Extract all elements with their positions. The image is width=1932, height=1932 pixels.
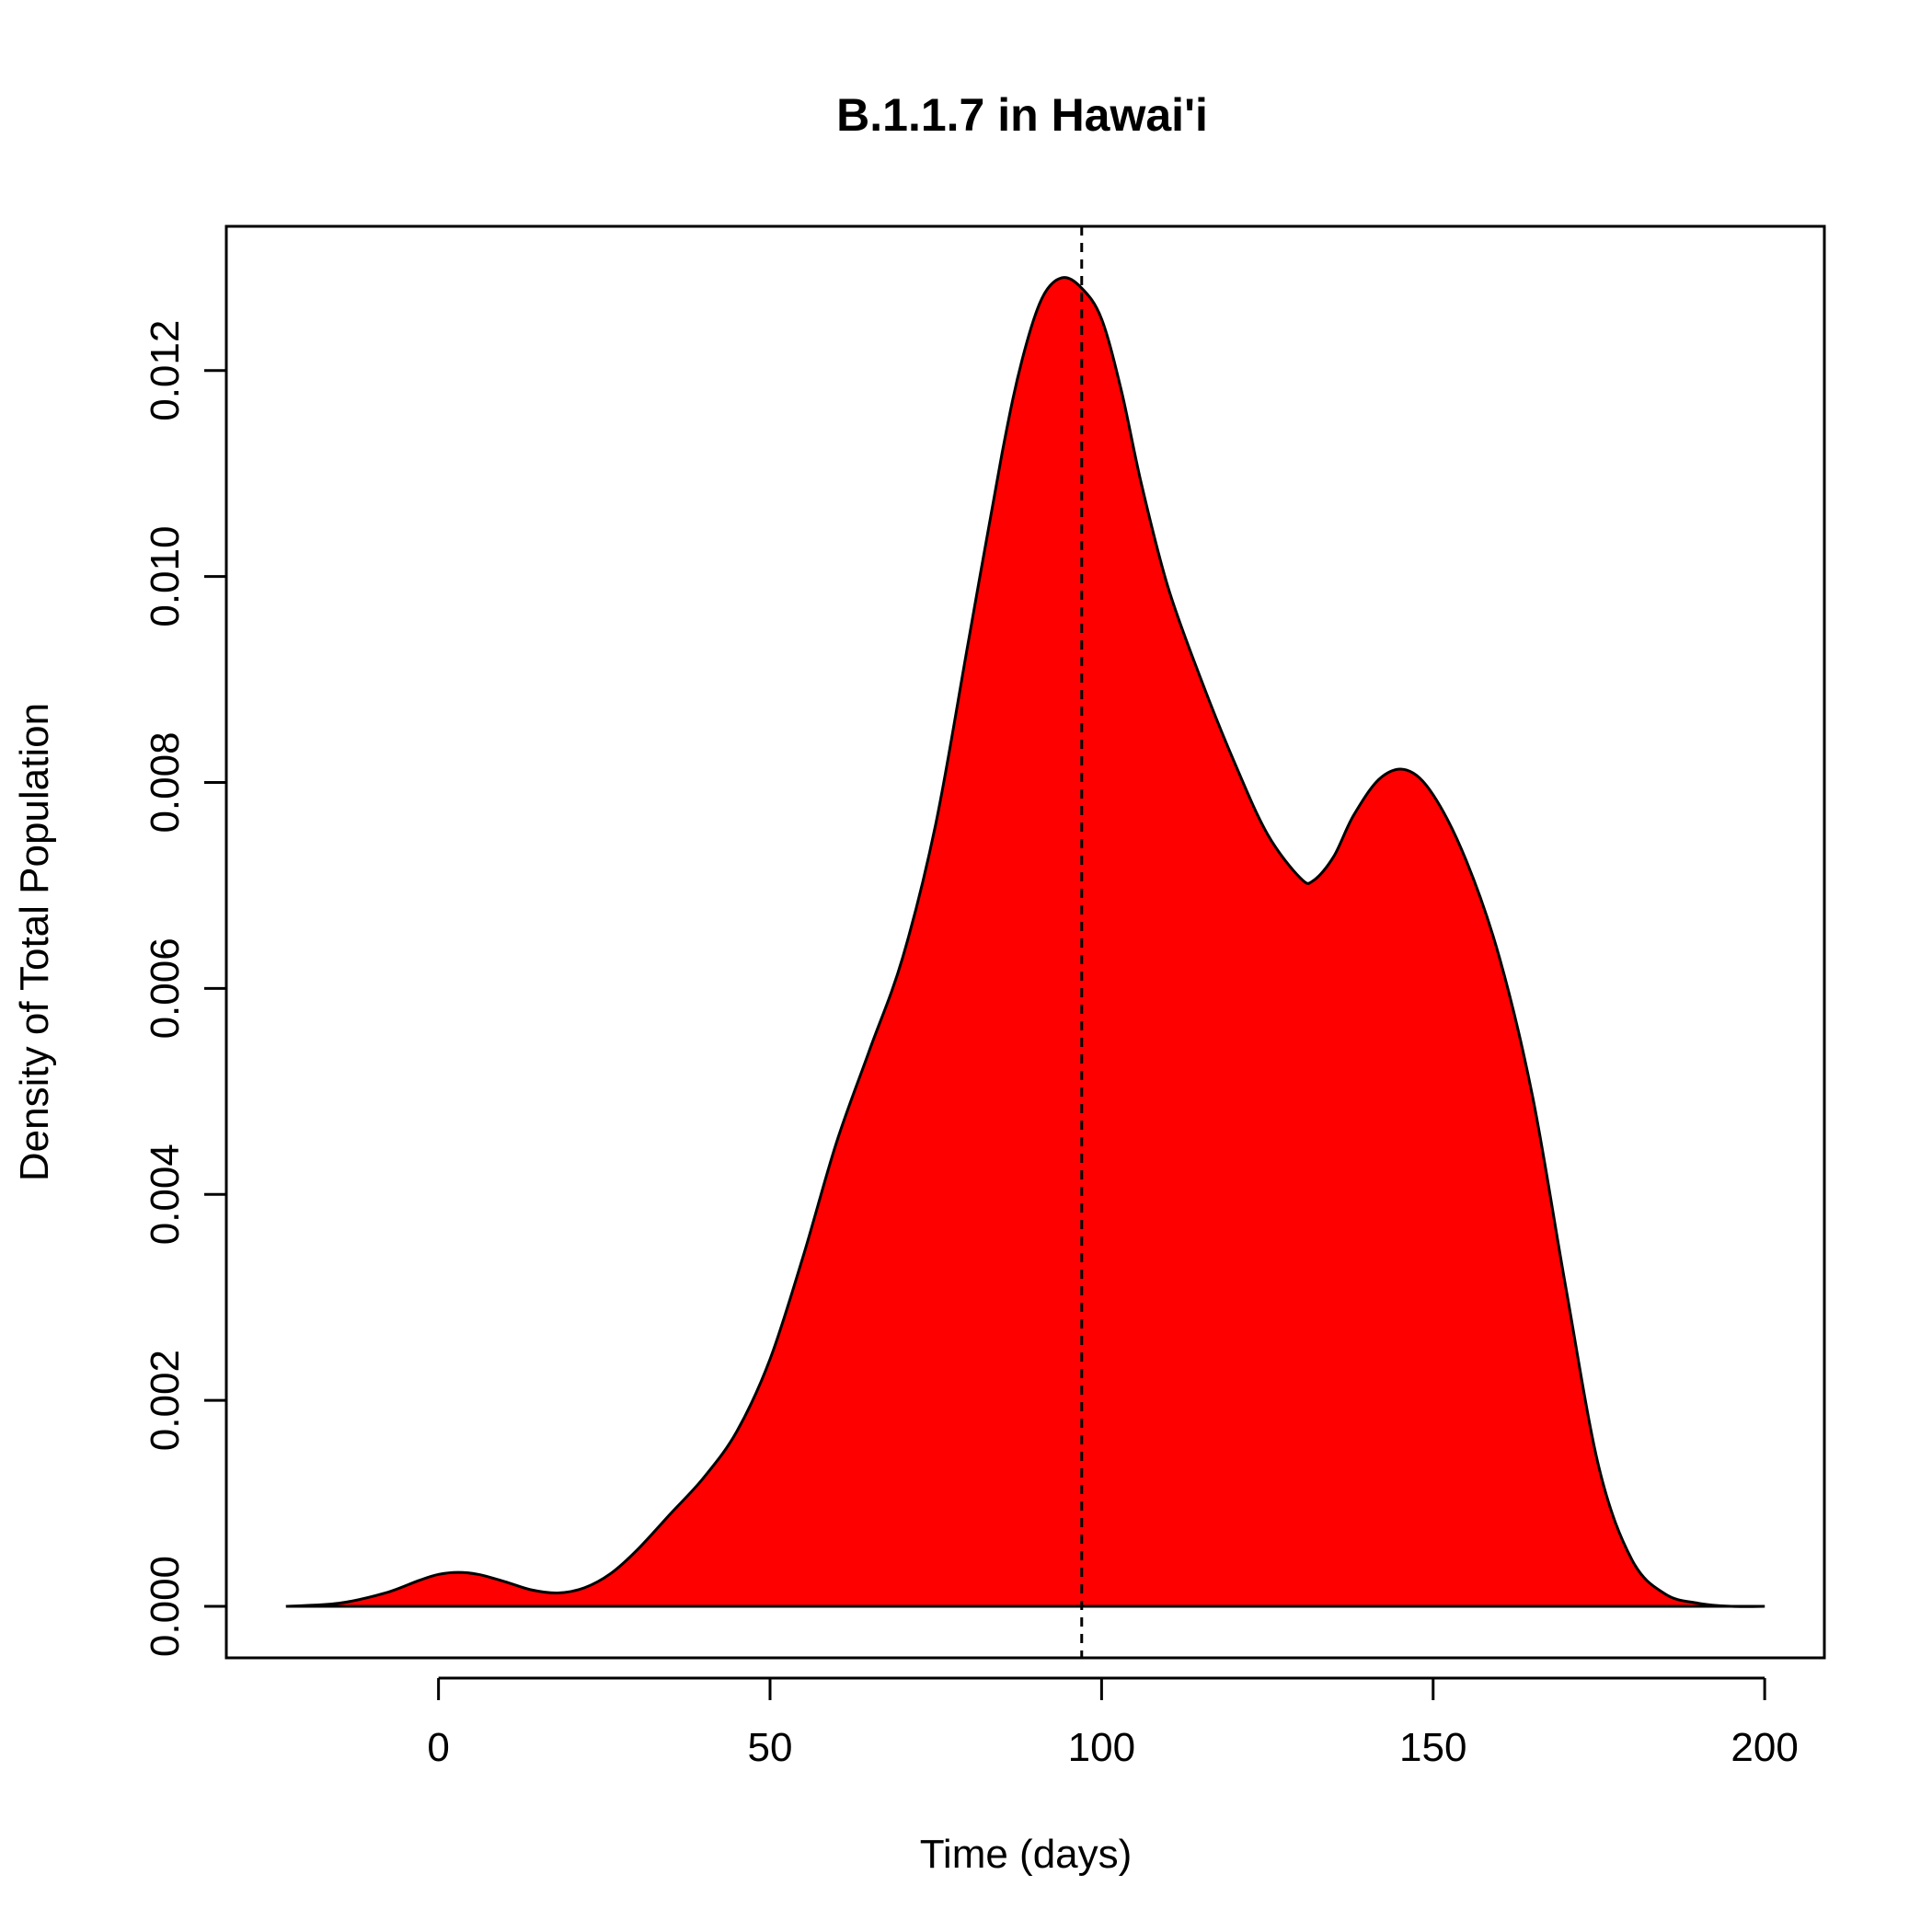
y-axis: 0.000 0.002 0.004 0.006 0.008 0.010 0.012	[143, 320, 228, 1657]
y-tick-label: 0.012	[143, 320, 188, 421]
y-tick-label: 0.008	[143, 731, 188, 833]
y-tick-label: 0.000	[143, 1556, 188, 1657]
y-tick-label: 0.004	[143, 1144, 188, 1245]
x-tick-label: 150	[1399, 1725, 1466, 1770]
plot-area	[285, 226, 1765, 1658]
y-tick-label: 0.002	[143, 1350, 188, 1451]
y-tick-label: 0.010	[143, 526, 188, 627]
x-tick-label: 200	[1731, 1725, 1798, 1770]
density-area	[285, 277, 1765, 1607]
y-axis-label: Density of Total Population	[12, 703, 57, 1181]
density-curve	[285, 276, 1765, 1608]
x-tick-label: 50	[748, 1725, 793, 1770]
x-tick-label: 100	[1068, 1725, 1135, 1770]
x-tick-label: 0	[427, 1725, 449, 1770]
x-axis: 0 50 100 150 200	[427, 1676, 1799, 1770]
x-axis-label: Time (days)	[920, 1832, 1133, 1877]
chart-title: B.1.1.7 in Hawai'i	[836, 89, 1208, 141]
y-tick-label: 0.006	[143, 937, 188, 1039]
